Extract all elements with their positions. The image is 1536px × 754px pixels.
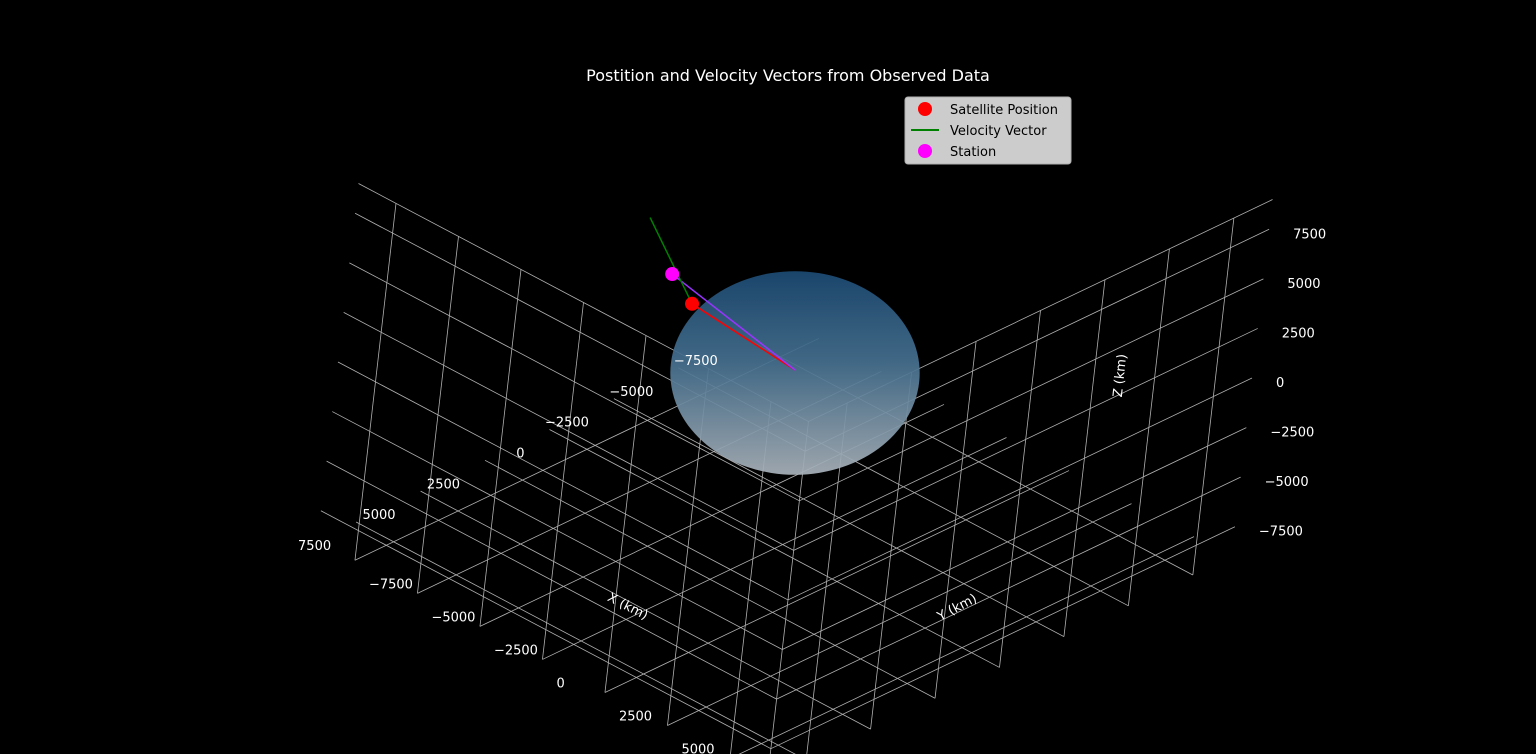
- velocity-vector-line: [649, 217, 693, 305]
- legend-box: [904, 96, 1072, 165]
- grid-line-y-back: [604, 335, 647, 693]
- grid-line-y-floor: [542, 437, 1007, 660]
- satellite-position-marker: [685, 296, 700, 311]
- y-tick-label: 5000: [681, 743, 714, 754]
- grid-line-z-back: [337, 361, 789, 601]
- z-axis-title: Z (km): [1111, 353, 1130, 398]
- grid-line-z-back: [343, 312, 794, 551]
- grid-line-y-floor: [738, 536, 1195, 754]
- y-tick-label: −5000: [431, 610, 475, 625]
- grid-line-x-floor: [355, 521, 796, 754]
- y-tick-label: −2500: [494, 643, 538, 658]
- station-vector-line: [671, 273, 796, 371]
- x-tick-label: 2500: [427, 477, 460, 492]
- y-tick-label: −7500: [369, 577, 413, 592]
- z-tick-label: 0: [1276, 376, 1284, 391]
- z-tick-label: 5000: [1287, 277, 1320, 292]
- grid-line-y-floor: [667, 503, 1132, 726]
- legend-marker-swatch: [918, 144, 932, 158]
- x-tick-label: −5000: [609, 385, 653, 400]
- position-vector-line: [691, 303, 796, 371]
- grid-line-x-back: [934, 341, 977, 699]
- chart-title: Postition and Velocity Vectors from Obse…: [586, 66, 990, 85]
- x-tick-label: −2500: [545, 416, 589, 431]
- z-tick-label: −7500: [1259, 525, 1303, 540]
- y-axis-title: Y (km): [934, 591, 979, 625]
- x-tick-label: 5000: [362, 508, 395, 523]
- station-marker: [665, 267, 680, 282]
- x-tick-label: 7500: [298, 539, 331, 554]
- grid-line-y-floor: [604, 470, 1070, 693]
- grid-line-x-back: [870, 372, 913, 730]
- z-tick-label: 2500: [1282, 326, 1315, 341]
- grid-line-x-floor: [484, 459, 936, 699]
- z-tick-label: 7500: [1293, 227, 1326, 242]
- x-tick-label: 0: [516, 446, 524, 461]
- grid-line-z-side: [787, 377, 1253, 601]
- y-tick-label: 2500: [619, 709, 652, 724]
- legend-marker-swatch: [918, 102, 932, 116]
- y-tick-label: 0: [556, 676, 564, 691]
- tick-layer: −7500 −7500 −7500 −5000 −5000 −5000 −2500 −2500…: [298, 227, 1326, 754]
- legend-label: Velocity Vector: [950, 124, 1047, 139]
- legend-label: Satellite Position: [950, 103, 1058, 118]
- legend: Satellite Position Velocity Vector Station: [904, 96, 1072, 165]
- z-tick-label: −5000: [1265, 475, 1309, 490]
- x-tick-label: −7500: [674, 354, 718, 369]
- grid-line-z-side: [793, 328, 1258, 551]
- grid-line-x-floor: [420, 490, 871, 730]
- legend-label: Station: [950, 145, 996, 160]
- grid-line-z-side: [799, 278, 1264, 502]
- grid-line-z-back: [349, 262, 800, 502]
- z-tick-label: −2500: [1270, 426, 1314, 441]
- vector-layer: [649, 217, 796, 371]
